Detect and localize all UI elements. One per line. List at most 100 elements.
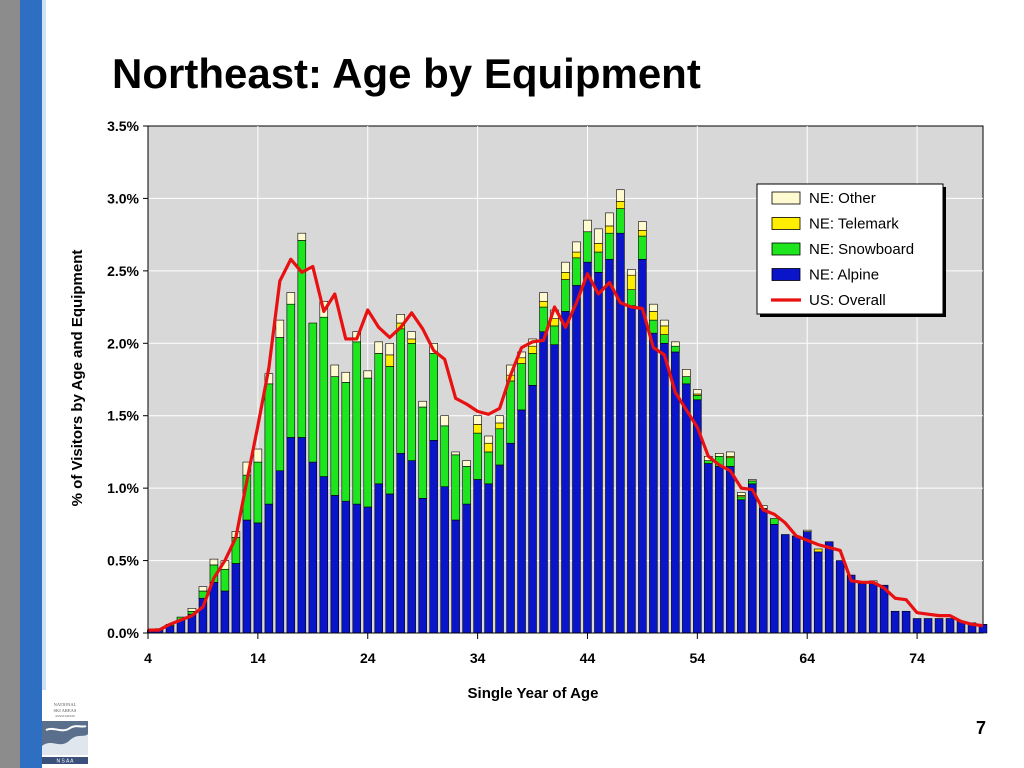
bar-segment (473, 424, 482, 434)
bar-segment (308, 461, 318, 634)
bar-segment (824, 541, 834, 634)
legend-label: NE: Other (809, 190, 876, 207)
bar-segment (385, 493, 394, 634)
bar-segment (352, 503, 362, 634)
bar-segment (682, 376, 691, 385)
bar-segment (627, 274, 636, 290)
bar-segment (671, 345, 680, 353)
bar-segment (374, 483, 383, 634)
page-number: 7 (975, 718, 986, 738)
bar-segment (198, 586, 208, 592)
bar-segment (715, 466, 724, 634)
bar-segment (275, 337, 285, 472)
bar-segment (835, 560, 845, 634)
bar-segment (484, 435, 493, 444)
svg-text:SKI AREAS: SKI AREAS (54, 708, 77, 713)
bar-segment (748, 483, 757, 634)
bar-segment (264, 503, 274, 634)
bar-segment (242, 519, 252, 634)
y-tick-label: 0.5% (107, 553, 139, 569)
bar-segment (704, 463, 713, 634)
bar-segment (517, 409, 526, 634)
bar-segment (297, 232, 307, 241)
bar-segment (813, 548, 823, 553)
bar-segment (286, 303, 296, 438)
bar-segment (616, 232, 625, 634)
bar-segment (561, 261, 570, 273)
bar-segment (726, 457, 735, 467)
bar-segment (638, 235, 647, 260)
bar-segment (418, 497, 427, 634)
x-tick-label: 44 (580, 650, 596, 666)
us-overall-line-layer (148, 257, 984, 632)
bar-segment (660, 342, 669, 634)
bar-segment (583, 261, 592, 634)
bar-segment (253, 461, 263, 524)
bar-segment (473, 479, 482, 634)
bar-segment (748, 480, 757, 485)
bar-segment (550, 344, 559, 634)
bar-segment (462, 466, 471, 505)
bar-segment (682, 383, 691, 634)
bar-segment (286, 292, 296, 305)
bar-segment (759, 508, 768, 634)
bar-segment (704, 460, 713, 464)
bar-segment (638, 221, 647, 231)
bar-segment (649, 332, 658, 634)
us-overall-line (148, 257, 984, 632)
bar-segment (616, 201, 625, 209)
bar-segment (572, 257, 581, 286)
bar-segment (330, 376, 340, 496)
bar-segment (528, 384, 537, 634)
x-tick-label: 4 (144, 650, 152, 666)
nsaa-logo: NATIONAL SKI AREAS ASSOCIATION N S A A (42, 702, 88, 764)
bar-segment (484, 451, 493, 485)
bar-segment (440, 415, 449, 427)
bar-segment (846, 574, 856, 634)
bar-segment (385, 342, 394, 356)
bar-segment (275, 319, 285, 338)
svg-text:ASSOCIATION: ASSOCIATION (55, 714, 76, 718)
bar-segment (572, 251, 581, 259)
bar-segment (616, 208, 625, 234)
bar-segment (769, 518, 779, 525)
bar-segment (693, 395, 702, 401)
bar-segment (605, 232, 614, 260)
bar-segment (385, 366, 394, 495)
bar-segment (539, 300, 548, 308)
bar-segment (440, 486, 449, 634)
axes: 0.0% 0.5% 1.0% 1.5% 2.0% 2.5% 3.0% 3.5% 4 14 24 34 4… (107, 118, 983, 666)
bar-segment (638, 230, 647, 237)
bar-segment (660, 319, 669, 327)
bar-segment (813, 551, 823, 634)
bar-segment (462, 503, 471, 634)
bar-segment (451, 519, 460, 634)
bar-segment (550, 325, 559, 346)
bar-segment (330, 495, 340, 634)
bar-segment (737, 499, 746, 634)
bar-segment (253, 522, 263, 634)
bar-segment (418, 400, 427, 408)
bar-segment (539, 331, 548, 634)
bar-segment (583, 219, 592, 233)
bar-segment (231, 563, 241, 634)
bar-segment (528, 345, 537, 354)
bar-segment (209, 558, 219, 566)
bar-segment (220, 590, 230, 634)
svg-text:NATIONAL: NATIONAL (54, 702, 77, 707)
bar-segment (583, 231, 592, 263)
y-axis-label: % of Visitors by Age and Equipment (69, 250, 86, 507)
bar-segment (396, 328, 405, 454)
bar-segment (451, 451, 460, 456)
bar-segment (726, 466, 735, 634)
bar-segment (594, 228, 603, 244)
legend: NE: Other NE: Telemark NE: Snowboard NE: Al… (756, 183, 946, 317)
bar-segment (473, 415, 482, 425)
y-tick-label: 2.5% (107, 263, 139, 279)
bar-segment (484, 442, 493, 453)
bar-segment (605, 225, 614, 234)
bar-segment (363, 377, 372, 508)
bar-segment (429, 353, 438, 441)
bar-segment (539, 292, 548, 302)
